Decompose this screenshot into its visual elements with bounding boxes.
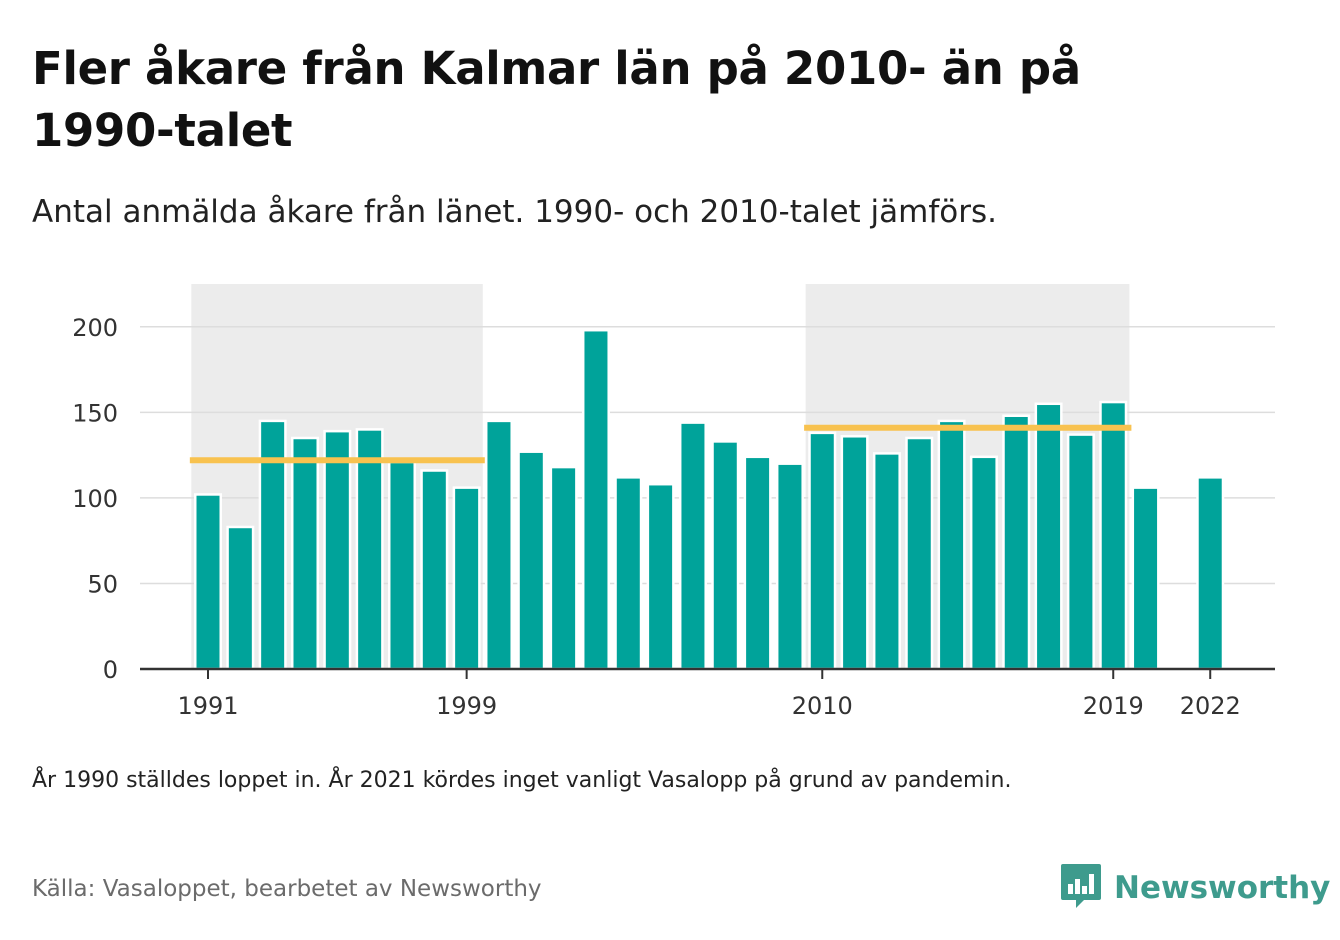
bar-1997: [387, 460, 416, 671]
bar-2008: [743, 455, 772, 671]
bar-2003: [581, 328, 610, 671]
y-tick-label-0: 0: [103, 656, 118, 684]
bar-2005: [646, 482, 675, 671]
bar-1991: [194, 493, 222, 671]
bar-2009: [775, 462, 804, 671]
bar-chart: 0 50 100 150 200 1991 1999 2010 2019 2022: [72, 284, 1275, 720]
y-tick-label-100: 100: [72, 485, 118, 513]
bar-1996: [355, 428, 384, 671]
bar-2015: [969, 455, 998, 671]
brand-name: Newsworthy: [1114, 870, 1331, 906]
x-tick-label-1991: 1991: [177, 692, 238, 720]
bar-2019: [1099, 400, 1128, 671]
bar-1992: [226, 525, 255, 671]
y-tick-label-50: 50: [87, 570, 118, 598]
chart-title: Fler åkare från Kalmar län på 2010- än p…: [32, 42, 1081, 157]
chart-subtitle: Antal anmälda åkare från länet. 1990- oc…: [32, 194, 997, 230]
bar-2020: [1131, 486, 1160, 671]
y-tick-label-150: 150: [72, 399, 118, 427]
bar-2000: [484, 419, 513, 671]
bar-2010: [808, 431, 837, 671]
bar-1994: [290, 436, 319, 671]
x-tick-label-2022: 2022: [1180, 692, 1241, 720]
bar-2013: [905, 436, 934, 671]
bar-2011: [840, 435, 869, 671]
bar-2018: [1066, 433, 1095, 671]
x-tick-label-2010: 2010: [792, 692, 853, 720]
source-text: Källa: Vasaloppet, bearbetet av Newswort…: [32, 876, 542, 902]
chart-note: År 1990 ställdes loppet in. År 2021 körd…: [32, 768, 1012, 793]
brand-logo: Newsworthy: [1060, 862, 1330, 914]
bar-2006: [678, 421, 707, 671]
bar-2007: [711, 440, 740, 671]
bar-2022: [1196, 476, 1225, 671]
bar-1995: [323, 429, 352, 671]
bar-2004: [614, 476, 643, 671]
bar-2001: [517, 450, 546, 671]
newsworthy-logo-icon: [1060, 862, 1102, 914]
bar-1999: [452, 486, 481, 671]
x-tick-label-2019: 2019: [1083, 692, 1144, 720]
bar-2012: [872, 452, 901, 671]
bar-2016: [1002, 414, 1031, 671]
y-tick-label-200: 200: [72, 314, 118, 342]
bar-2002: [549, 465, 578, 671]
bar-1998: [420, 469, 449, 671]
x-tick-label-1999: 1999: [436, 692, 497, 720]
bar-2014: [937, 419, 966, 671]
bar-2017: [1034, 402, 1063, 671]
